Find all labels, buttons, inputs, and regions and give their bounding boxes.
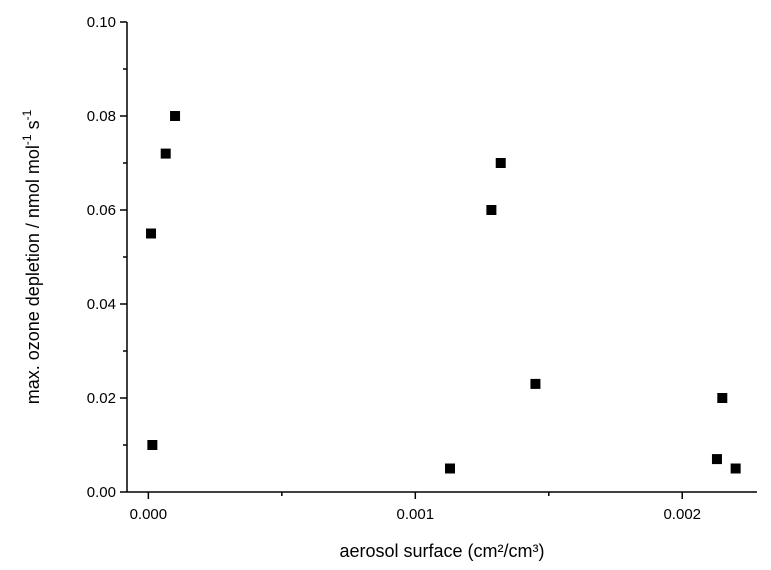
y-axis-title-sup-1: -1: [20, 134, 34, 145]
plot-area: 0.000 0.001 0.002 0.00 0.02 0.04 0.06 0.08 0.10: [87, 14, 757, 523]
data-point: [160, 148, 171, 159]
y-axis-title-mid: s: [23, 120, 43, 134]
y-tick-label: 0.10: [87, 14, 116, 31]
y-axis-title: max. ozone depletion / nmol mol-1 s-1: [20, 109, 43, 404]
data-point: [445, 463, 456, 474]
data-points: [146, 111, 741, 474]
x-axis-title: aerosol surface (cm²/cm³): [339, 541, 544, 561]
y-tick-label: 0.02: [87, 390, 116, 407]
x-axis-ticks: 0.000 0.001 0.002: [130, 492, 701, 523]
data-point: [486, 205, 497, 215]
x-tick-label: 0.001: [397, 506, 435, 523]
y-axis-ticks: 0.00 0.02 0.04 0.06 0.08 0.10: [87, 14, 127, 501]
data-point: [146, 228, 157, 239]
data-point: [530, 378, 541, 389]
y-tick-label: 0.06: [87, 202, 116, 219]
y-axis-title-main: max. ozone depletion / nmol mol: [23, 145, 43, 404]
data-point: [730, 463, 741, 474]
y-axis-title-sup-2: -1: [20, 109, 34, 120]
x-tick-label: 0.002: [663, 506, 701, 523]
y-tick-label: 0.04: [87, 296, 116, 313]
data-point: [147, 440, 158, 450]
data-point: [711, 454, 722, 465]
data-point: [717, 393, 728, 403]
data-point: [495, 158, 506, 168]
y-tick-label: 0.08: [87, 108, 116, 125]
x-tick-label: 0.000: [130, 506, 168, 523]
data-point: [170, 111, 181, 121]
y-tick-label: 0.00: [87, 484, 116, 501]
